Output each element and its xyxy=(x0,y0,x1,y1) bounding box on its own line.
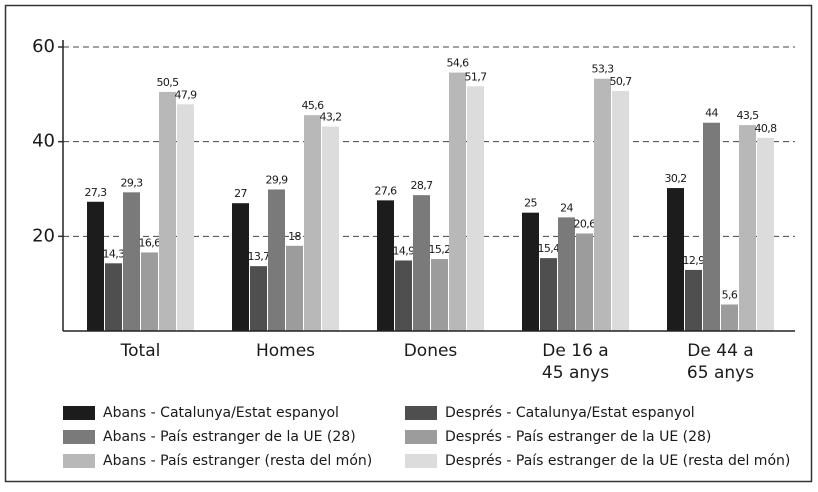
bar xyxy=(540,258,557,331)
bar xyxy=(377,200,394,331)
bar xyxy=(395,260,412,331)
value-label: 27 xyxy=(234,187,247,200)
bar xyxy=(739,125,756,331)
value-label: 43,5 xyxy=(736,109,759,122)
value-label: 15,4 xyxy=(537,242,560,255)
bar xyxy=(431,259,448,331)
x-tick-label: De 16 a 45 anys xyxy=(541,341,610,383)
bar xyxy=(123,192,140,331)
value-label: 13,7 xyxy=(247,250,270,263)
legend-label: Abans - País estranger (resta del món) xyxy=(103,453,372,469)
bar xyxy=(159,91,176,331)
value-label: 29,9 xyxy=(265,173,288,186)
value-label: 40,8 xyxy=(754,122,777,135)
bar xyxy=(250,266,267,331)
bar xyxy=(576,233,593,331)
value-label: 5,6 xyxy=(722,288,738,301)
value-label: 54,6 xyxy=(446,57,469,70)
value-label: 45,6 xyxy=(301,99,324,112)
value-label: 53,3 xyxy=(591,63,614,76)
legend-label: Després - País estranger de la UE (resta… xyxy=(445,453,790,469)
legend-swatch xyxy=(63,406,95,420)
legend-swatch xyxy=(405,430,437,444)
bar xyxy=(268,189,285,331)
value-label: 14,3 xyxy=(102,247,125,260)
y-tick-label: 20 xyxy=(32,225,55,246)
y-tick-label: 60 xyxy=(32,36,55,57)
value-label: 27,6 xyxy=(374,184,397,197)
x-tick-label: De 44 a 65 anys xyxy=(686,341,755,383)
legend-swatch xyxy=(63,430,95,444)
legend-swatch xyxy=(405,454,437,468)
value-label: 20,6 xyxy=(573,217,596,230)
bar xyxy=(322,126,339,332)
bar xyxy=(612,91,629,332)
value-label: 28,7 xyxy=(410,179,433,192)
x-tick-label: Total xyxy=(120,341,161,361)
value-label: 24 xyxy=(560,201,573,214)
bar xyxy=(304,115,321,331)
value-label: 29,3 xyxy=(120,176,143,189)
bar xyxy=(721,304,738,331)
bar xyxy=(757,137,774,331)
bar xyxy=(449,72,466,331)
legend-swatch xyxy=(405,406,437,420)
bar xyxy=(667,188,684,331)
value-label: 15,2 xyxy=(428,243,450,256)
bar xyxy=(286,245,303,331)
bar xyxy=(558,217,575,331)
bar xyxy=(87,201,104,331)
value-label: 27,3 xyxy=(84,186,107,199)
value-label: 16,6 xyxy=(138,236,161,249)
bar xyxy=(105,263,122,331)
bar xyxy=(594,78,611,331)
x-tick-label: Homes xyxy=(255,341,316,361)
bar xyxy=(685,269,702,331)
legend-swatch xyxy=(63,454,95,468)
bar xyxy=(232,203,249,331)
bar xyxy=(522,212,539,331)
bar xyxy=(413,195,430,331)
legend-label: Després - Catalunya/Estat espanyol xyxy=(445,405,695,421)
value-label: 25 xyxy=(524,197,537,210)
legend-label: Abans - Catalunya/Estat espanyol xyxy=(103,405,339,421)
bar xyxy=(141,252,158,331)
bar xyxy=(703,122,720,331)
value-label: 18 xyxy=(288,230,301,243)
legend-label: Abans - País estranger de la UE (28) xyxy=(103,429,356,445)
value-label: 47,9 xyxy=(174,88,197,101)
value-label: 43,2 xyxy=(319,111,341,124)
frame xyxy=(4,4,813,483)
value-label: 12,9 xyxy=(682,254,705,267)
value-label: 50,5 xyxy=(156,76,179,89)
bar xyxy=(467,86,484,331)
value-label: 30,2 xyxy=(664,172,686,185)
value-label: 14,9 xyxy=(392,244,415,257)
value-label: 50,7 xyxy=(609,75,632,88)
y-tick-label: 40 xyxy=(32,131,55,152)
value-label: 44 xyxy=(705,107,718,120)
bar xyxy=(177,104,194,331)
x-tick-label: Dones xyxy=(403,341,458,361)
value-label: 51,7 xyxy=(464,70,487,83)
legend-label: Després - País estranger de la UE (28) xyxy=(445,429,711,445)
